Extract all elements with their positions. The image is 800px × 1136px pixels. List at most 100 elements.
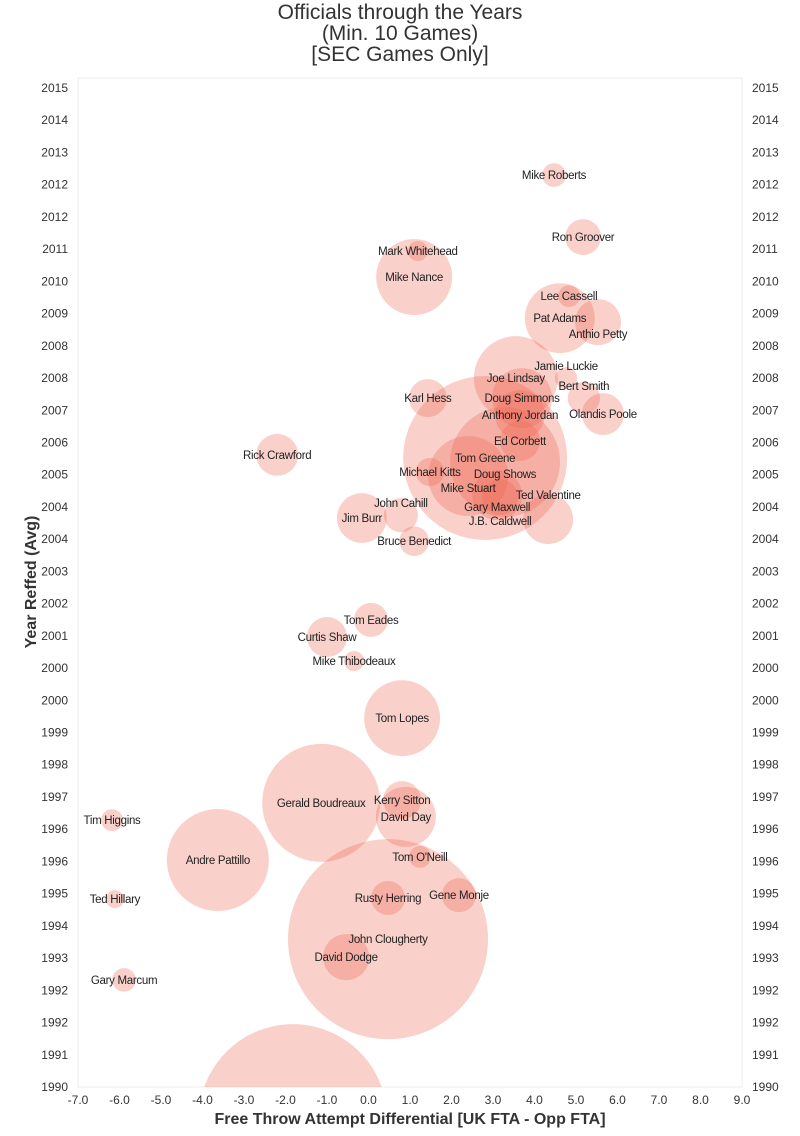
x-tick-label: -1.0	[317, 1093, 338, 1107]
bubble-label: Doug Shows	[474, 469, 537, 481]
bubble-label: Pat Adams	[533, 313, 586, 325]
bubble	[383, 781, 422, 820]
bubble-label: Tom Eades	[344, 615, 399, 627]
y-axis-left: 1990 1991 1992 1992 1993 1994 1995 1996 1996 1997…	[41, 81, 68, 1094]
x-axis-title: Free Throw Attempt Differential [UK FTA …	[214, 1111, 605, 1128]
y-tick-label-left: 1998	[41, 758, 68, 772]
y-tick-label-right: 1992	[752, 983, 779, 997]
bubble-label: Tom Greene	[455, 453, 515, 465]
bubble	[399, 526, 429, 556]
bubble-label: Jamie Luckie	[534, 361, 598, 373]
bubble-label: Gary Maxwell	[464, 502, 530, 514]
bubble	[204, 1024, 382, 1087]
y-tick-label-left: 2000	[41, 661, 68, 675]
y-tick-label-left: 2010	[41, 274, 68, 288]
y-tick-label-left: 2014	[41, 113, 68, 127]
bubble	[567, 381, 601, 415]
y-tick-label-right: 2007	[752, 403, 779, 417]
bubble-label: Rusty Herring	[355, 893, 421, 905]
x-tick-label: -4.0	[192, 1093, 213, 1107]
bubble-label: Michael Kitts	[399, 467, 461, 479]
bubble-label: Ron Groover	[552, 232, 615, 244]
x-tick-label: 8.0	[692, 1093, 709, 1107]
y-tick-label-right: 2012	[752, 210, 779, 224]
y-axis-right: 1990 1991 1992 1992 1993 1994 1995 1996 1996 1997…	[752, 81, 779, 1094]
y-tick-label-right: 2000	[752, 693, 779, 707]
y-tick-label-right: 2011	[752, 242, 778, 256]
y-tick-label-left: 2007	[41, 403, 68, 417]
bubble	[403, 376, 568, 541]
y-tick-label-left: 2011	[42, 242, 68, 256]
y-tick-label-right: 1990	[752, 1080, 779, 1094]
y-tick-label-right: 2009	[752, 307, 779, 321]
y-tick-label-right: 1996	[752, 854, 779, 868]
bubble	[262, 743, 381, 862]
x-tick-label: 2.0	[443, 1093, 460, 1107]
y-tick-label-left: 1999	[41, 726, 68, 740]
bubble-label: Mark Whitehead	[378, 246, 458, 258]
y-tick-label-right: 2001	[752, 629, 779, 643]
x-tick-label: -5.0	[151, 1093, 172, 1107]
y-tick-label-left: 2008	[41, 371, 68, 385]
x-tick-label: -6.0	[109, 1093, 130, 1107]
x-tick-label: -3.0	[234, 1093, 255, 1107]
y-tick-label-right: 2008	[752, 371, 779, 385]
x-tick-label: 0.0	[360, 1093, 377, 1107]
bubble-label: Gene Monje	[429, 890, 489, 902]
y-tick-label-right: 1998	[752, 758, 779, 772]
bubble	[555, 367, 577, 390]
bubble	[101, 809, 123, 832]
y-tick-label-left: 1996	[41, 854, 68, 868]
x-tick-label: -2.0	[275, 1093, 296, 1107]
y-tick-label-right: 2003	[752, 564, 779, 578]
bubble	[557, 285, 580, 308]
bubble	[542, 163, 566, 187]
bubble-label: J.B. Caldwell	[469, 516, 532, 528]
bubble	[408, 379, 447, 418]
y-tick-label-left: 2009	[41, 307, 68, 321]
y-tick-label-left: 2005	[41, 468, 68, 482]
bubble	[112, 968, 136, 992]
bubble-label: Anthony Jordan	[482, 410, 558, 422]
bubble-label: John Clougherty	[348, 934, 428, 946]
bubble-label: Mike Thibodeaux	[313, 656, 396, 668]
bubble-label: Doug Simmons	[485, 393, 561, 405]
bubble	[343, 651, 364, 672]
bubbles-layer	[101, 163, 624, 1087]
y-tick-label-right: 2008	[752, 339, 779, 353]
bubble-label: Ted Hillary	[90, 894, 141, 906]
y-tick-label-left: 1993	[41, 951, 68, 965]
bubble	[428, 436, 509, 517]
y-tick-label-right: 1999	[752, 726, 779, 740]
bubble	[323, 934, 370, 981]
bubble	[499, 420, 540, 461]
bubble-label: Curtis Shaw	[298, 632, 358, 644]
y-tick-label-right: 2005	[752, 468, 779, 482]
bubble	[415, 457, 445, 487]
y-tick-label-left: 2006	[41, 435, 68, 449]
y-tick-label-left: 2001	[41, 629, 68, 643]
y-tick-label-left: 2008	[41, 339, 68, 353]
bubble-label: Tim Higgins	[84, 815, 142, 827]
y-tick-label-right: 2010	[752, 274, 779, 288]
y-tick-label-left: 2002	[41, 597, 68, 611]
bubble-label: Rick Crawford	[243, 450, 311, 462]
y-tick-label-right: 1996	[752, 822, 779, 836]
bubble	[472, 470, 523, 521]
x-tick-label: 4.0	[526, 1093, 543, 1107]
x-tick-label: 3.0	[485, 1093, 502, 1107]
bubble-label: Ed Corbett	[494, 436, 547, 448]
bubble	[376, 239, 453, 315]
bubble	[307, 617, 347, 658]
bubble-label: Mike Roberts	[522, 170, 587, 182]
bubble-label: Ted Valentine	[516, 490, 581, 502]
y-tick-label-right: 2000	[752, 661, 779, 675]
y-tick-label-right: 2015	[752, 81, 779, 95]
bubble	[581, 393, 624, 436]
x-tick-label: 6.0	[609, 1093, 626, 1107]
bubble-label: Mike Stuart	[441, 483, 497, 495]
bubble	[383, 498, 418, 533]
bubble	[574, 299, 622, 346]
y-tick-label-right: 1997	[752, 790, 779, 804]
